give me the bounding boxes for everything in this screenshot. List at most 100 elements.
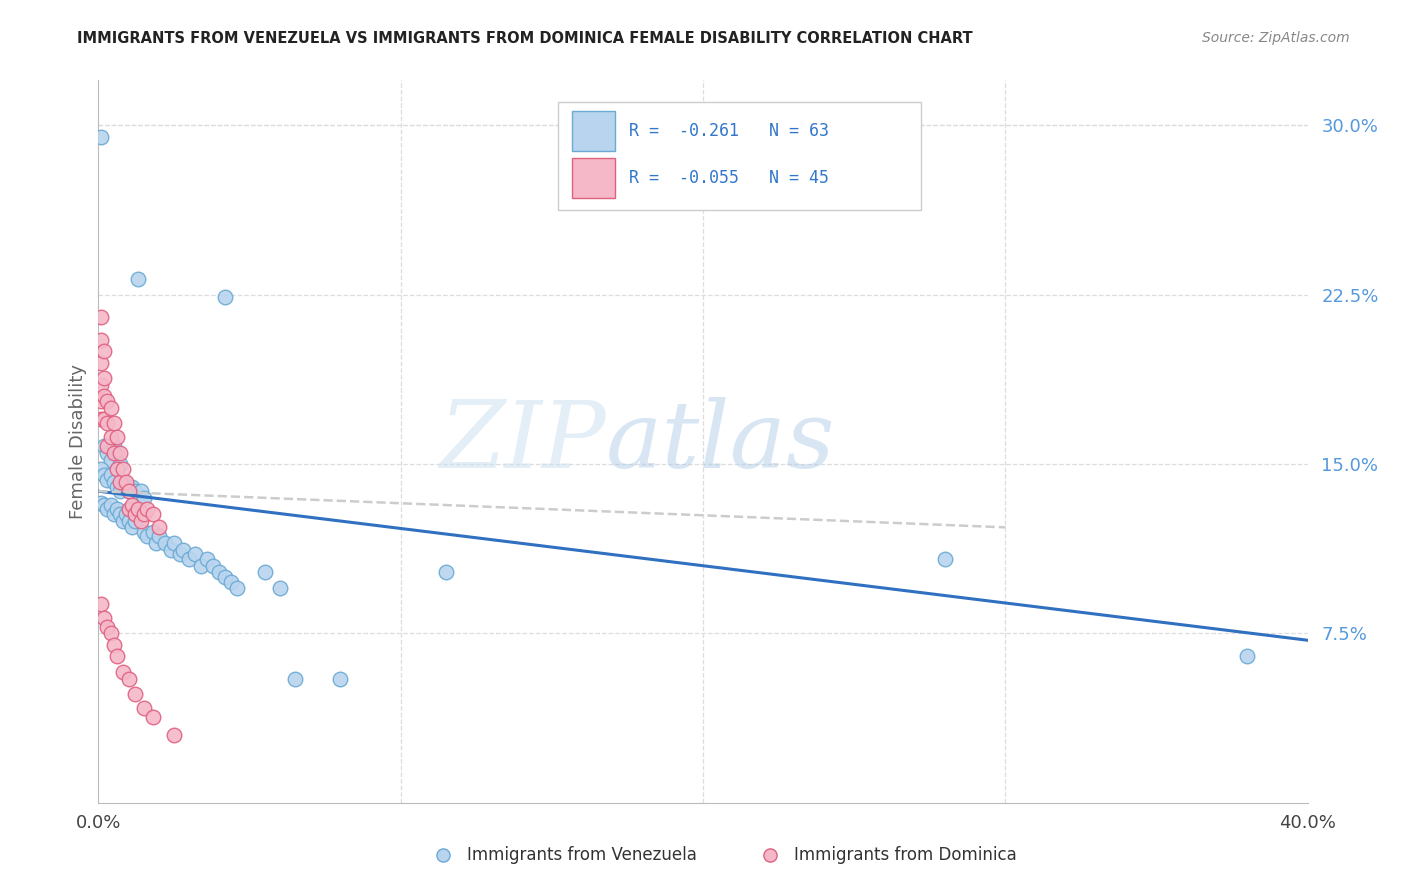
Point <box>90 495 112 509</box>
Y-axis label: Female Disability: Female Disability <box>69 364 87 519</box>
Point <box>103 507 125 521</box>
Point <box>127 502 149 516</box>
Point <box>202 558 225 573</box>
Point <box>105 446 128 460</box>
Point <box>105 480 128 494</box>
Bar <box>572 158 614 198</box>
Text: R =  -0.055   N = 45: R = -0.055 N = 45 <box>630 169 830 186</box>
Point <box>93 371 115 385</box>
Point <box>96 446 118 460</box>
Point <box>329 672 352 686</box>
Point <box>90 597 112 611</box>
Point <box>132 701 155 715</box>
Point <box>93 344 115 359</box>
Text: Immigrants from Venezuela: Immigrants from Venezuela <box>467 846 697 863</box>
Bar <box>572 111 614 151</box>
Text: Immigrants from Dominica: Immigrants from Dominica <box>793 846 1017 863</box>
Point <box>96 473 118 487</box>
Point <box>90 355 112 369</box>
Point <box>163 728 186 742</box>
Point <box>132 491 155 505</box>
Point <box>148 520 170 534</box>
Point <box>127 491 149 505</box>
Point <box>93 610 115 624</box>
Point <box>132 507 155 521</box>
Point <box>90 412 112 426</box>
Point <box>172 542 194 557</box>
Point <box>127 272 149 286</box>
Point <box>90 129 112 144</box>
Point <box>132 524 155 539</box>
Point <box>434 566 457 580</box>
Point <box>103 446 125 460</box>
Point <box>90 393 112 408</box>
Text: ZIP: ZIP <box>440 397 606 486</box>
Point <box>226 582 249 596</box>
Text: Source: ZipAtlas.com: Source: ZipAtlas.com <box>1202 31 1350 45</box>
Point <box>108 507 131 521</box>
Point <box>90 310 112 325</box>
Point <box>145 536 167 550</box>
Point <box>121 520 143 534</box>
Point <box>135 502 157 516</box>
Point <box>105 461 128 475</box>
Point <box>108 484 131 499</box>
Point <box>195 552 218 566</box>
Point <box>105 430 128 444</box>
Point <box>148 529 170 543</box>
Point <box>184 548 207 562</box>
Point <box>111 461 134 475</box>
Point <box>253 566 276 580</box>
Point <box>114 475 136 490</box>
Point <box>93 468 115 483</box>
Point <box>121 480 143 494</box>
Point <box>163 536 186 550</box>
Point <box>103 439 125 453</box>
Point <box>93 412 115 426</box>
Point <box>93 439 115 453</box>
Point <box>214 290 236 304</box>
Point <box>118 672 141 686</box>
Point <box>934 552 956 566</box>
Point <box>124 514 146 528</box>
Point <box>103 417 125 431</box>
Point <box>96 417 118 431</box>
Text: atlas: atlas <box>606 397 835 486</box>
Point <box>129 484 152 499</box>
Point <box>108 475 131 490</box>
Point <box>100 430 122 444</box>
Point <box>96 502 118 516</box>
Point <box>100 401 122 415</box>
Point <box>190 558 212 573</box>
Point <box>100 626 122 640</box>
Point <box>269 582 291 596</box>
Point <box>114 507 136 521</box>
Point <box>142 524 165 539</box>
Point <box>105 648 128 663</box>
FancyBboxPatch shape <box>558 102 921 211</box>
Point <box>103 638 125 652</box>
Point <box>1236 648 1258 663</box>
Point <box>153 536 176 550</box>
Point <box>93 498 115 512</box>
Point <box>118 514 141 528</box>
Point <box>160 542 183 557</box>
Point <box>221 574 243 589</box>
Point <box>169 548 191 562</box>
Point <box>108 446 131 460</box>
Point <box>105 502 128 516</box>
Point <box>129 514 152 528</box>
Point <box>135 529 157 543</box>
Point <box>100 498 122 512</box>
Point <box>142 710 165 724</box>
Point <box>124 484 146 499</box>
Point <box>284 672 307 686</box>
Point <box>111 514 134 528</box>
Text: IMMIGRANTS FROM VENEZUELA VS IMMIGRANTS FROM DOMINICA FEMALE DISABILITY CORRELAT: IMMIGRANTS FROM VENEZUELA VS IMMIGRANTS … <box>77 31 973 46</box>
Point <box>90 378 112 392</box>
Point <box>121 498 143 512</box>
Point <box>90 333 112 347</box>
Point <box>208 566 231 580</box>
Point <box>118 502 141 516</box>
Point <box>111 475 134 490</box>
